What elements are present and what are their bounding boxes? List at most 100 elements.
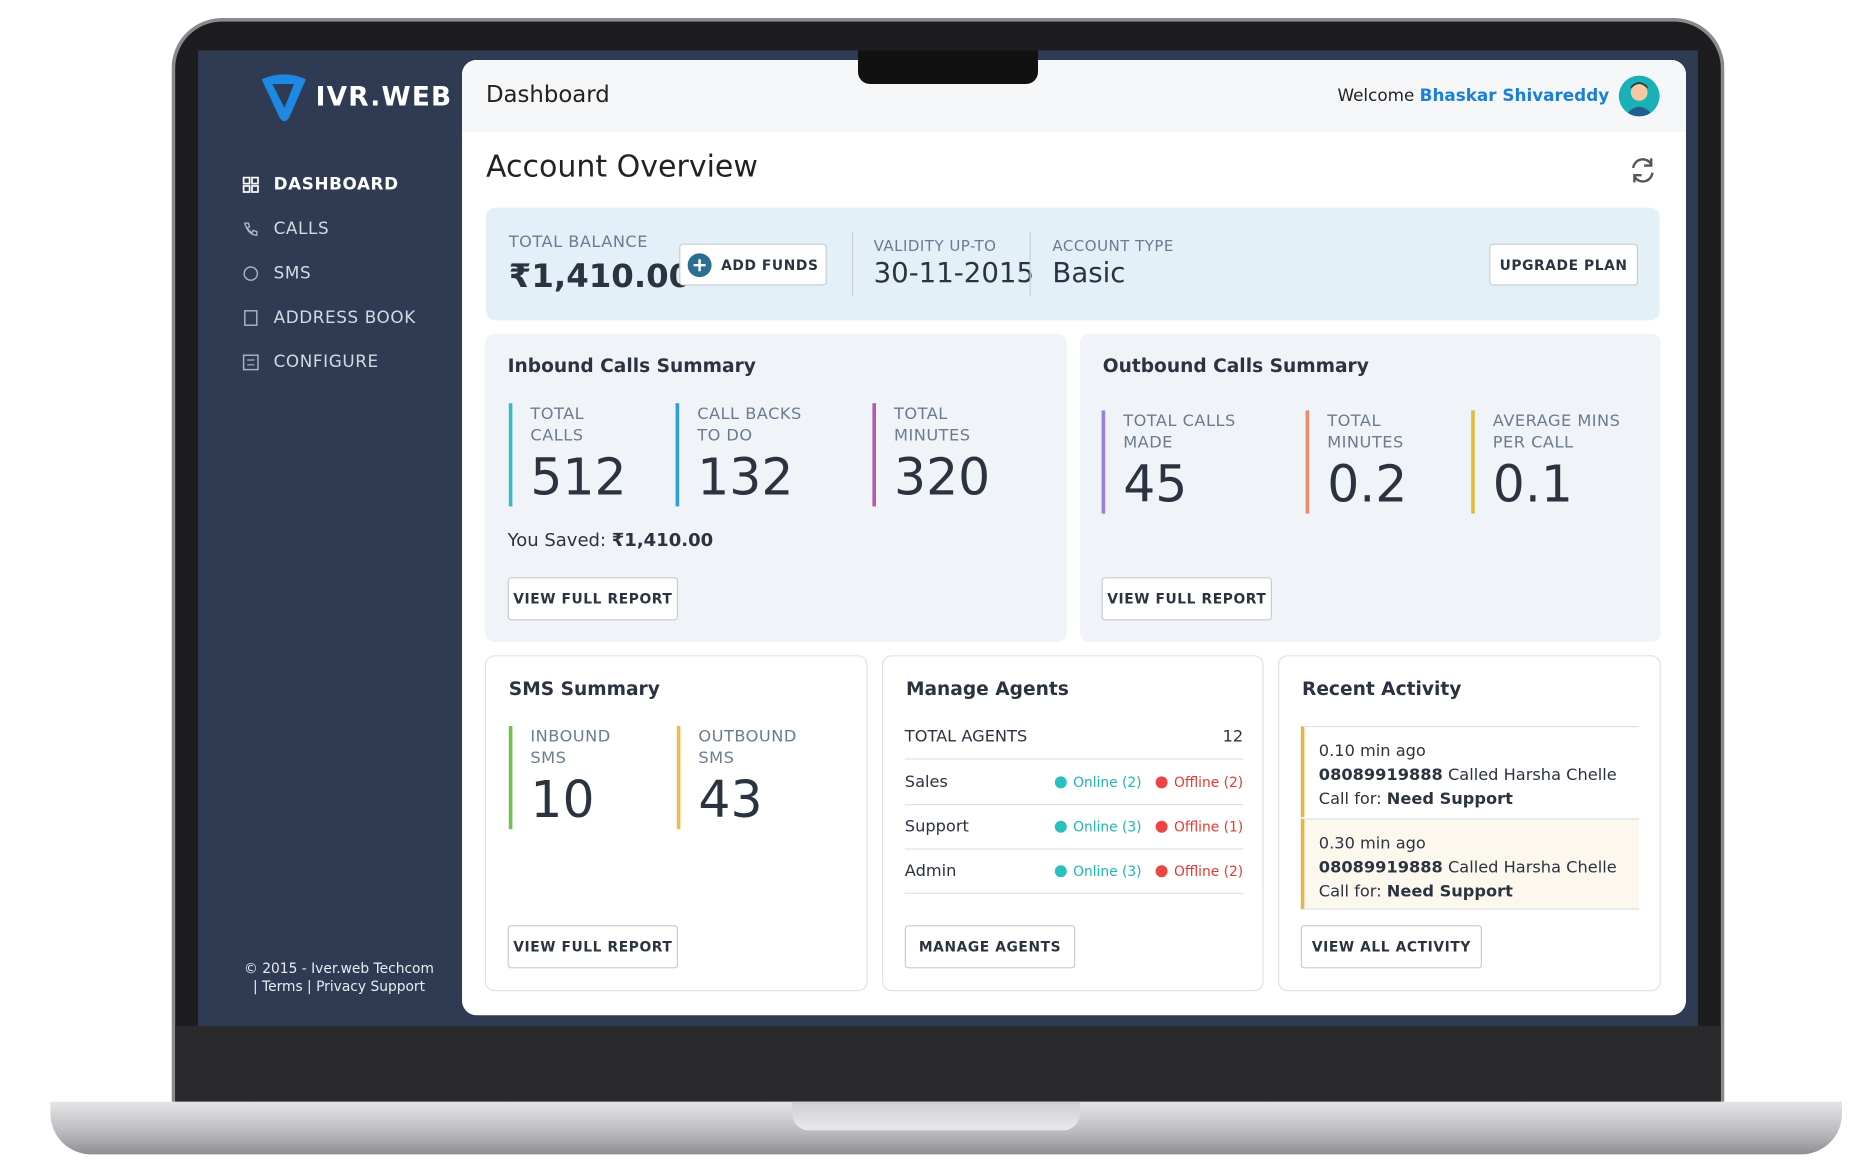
nav-item[interactable]: CONFIGURE bbox=[242, 340, 415, 384]
online-status: Online (3) bbox=[1055, 862, 1142, 880]
button-label: VIEW ALL ACTIVITY bbox=[1311, 938, 1471, 956]
nav-item[interactable]: DASHBOARD bbox=[242, 162, 415, 206]
saved-value: ₹1,410.00 bbox=[611, 529, 714, 551]
activity-line: 08089919888 Called Harsha Chelle bbox=[1319, 763, 1625, 787]
graphic bbox=[1624, 82, 1654, 117]
welcome: Welcome Bhaskar Shivareddy bbox=[1337, 86, 1609, 105]
online-label: Online (3) bbox=[1073, 862, 1142, 880]
graphic bbox=[242, 176, 251, 184]
stat-value: 0.1 bbox=[1492, 454, 1573, 514]
activity-text: Called Harsha Chelle bbox=[1447, 858, 1617, 878]
add-funds-button[interactable]: ADD FUNDS bbox=[679, 243, 827, 286]
nav-label: DASHBOARD bbox=[273, 174, 399, 194]
card-title: Outbound Calls Summary bbox=[1102, 355, 1369, 377]
account-type: Basic bbox=[1052, 258, 1126, 290]
graphic bbox=[244, 309, 258, 326]
avatar[interactable] bbox=[1618, 75, 1660, 117]
inbound-card: Inbound Calls Summary TOTAL CALLS 512 CAL… bbox=[484, 333, 1067, 642]
stat-value: 10 bbox=[530, 770, 595, 830]
agent-group: Sales bbox=[904, 772, 948, 792]
offline-dot bbox=[1155, 864, 1168, 877]
offline-status: Offline (2) bbox=[1155, 773, 1244, 791]
manage-button[interactable]: MANAGE AGENTS bbox=[904, 925, 1076, 969]
graphic bbox=[693, 258, 706, 271]
activity-line: Call for: Need Support bbox=[1319, 787, 1625, 811]
agent-group: Support bbox=[904, 816, 969, 836]
offline-label: Offline (1) bbox=[1173, 817, 1244, 835]
copyright: © 2015 - Iver.web Techcom bbox=[244, 960, 434, 977]
graphic bbox=[243, 265, 259, 281]
refresh-icon[interactable] bbox=[1628, 156, 1657, 185]
report-button[interactable]: VIEW FULL REPORT bbox=[507, 925, 678, 969]
activity-text: Called Harsha Chelle bbox=[1447, 765, 1617, 785]
offline-label: Offline (2) bbox=[1173, 862, 1244, 880]
graphic bbox=[242, 176, 259, 193]
activity-item: 0.30 min ago 08089919888 Called Harsha Ch… bbox=[1300, 818, 1640, 910]
laptop-chin bbox=[175, 1026, 1721, 1102]
page-title: Dashboard bbox=[486, 81, 610, 109]
nav-label: CALLS bbox=[273, 219, 330, 239]
validity-label: VALIDITY UP-TO bbox=[873, 236, 997, 255]
balance: ₹1,410.00 bbox=[508, 258, 692, 296]
report-button[interactable]: VIEW FULL REPORT bbox=[1101, 577, 1272, 621]
graphic bbox=[1632, 158, 1654, 183]
graphic bbox=[244, 309, 258, 326]
activity-line: 08089919888 Called Harsha Chelle bbox=[1319, 856, 1625, 880]
nav-item[interactable]: CALLS bbox=[242, 206, 415, 250]
main-panel: Dashboard Welcome Bhaskar Shivareddy Acc… bbox=[462, 60, 1687, 1016]
section-title: Account Overview bbox=[486, 148, 758, 184]
stat-value: 320 bbox=[894, 447, 991, 507]
stat: AVERAGE MINS PER CALL 0.1 bbox=[1471, 410, 1631, 514]
stat-value: 0.2 bbox=[1327, 454, 1408, 514]
graphic bbox=[1624, 106, 1654, 117]
agents-total: TOTAL AGENTS 12 bbox=[904, 714, 1244, 760]
validity: 30-11-2015 bbox=[873, 258, 1035, 290]
button-label: UPGRADE PLAN bbox=[1499, 256, 1628, 273]
nav-item[interactable]: SMS bbox=[242, 251, 415, 295]
nav-label: SMS bbox=[273, 263, 312, 283]
user-name[interactable]: Bhaskar Shivareddy bbox=[1419, 86, 1610, 106]
call-for-label: Call for: bbox=[1318, 789, 1382, 809]
activity-time: 0.10 min ago bbox=[1318, 741, 1426, 761]
graphic bbox=[243, 221, 258, 236]
total-label: TOTAL AGENTS bbox=[904, 726, 1028, 746]
outbound-card: Outbound Calls Summary TOTAL CALLS MADE 4… bbox=[1080, 333, 1661, 642]
activity-card: Recent Activity 0.10 min ago 08089919888 … bbox=[1278, 655, 1661, 992]
stat-value: 43 bbox=[698, 770, 763, 830]
footer-links[interactable]: | Terms | Privacy Support bbox=[252, 978, 426, 995]
graphic bbox=[1633, 174, 1642, 183]
nav-item[interactable]: ADDRESS BOOK bbox=[242, 295, 415, 339]
stat-label: TOTAL CALLS MADE bbox=[1123, 411, 1236, 453]
activity-time: 0.30 min ago bbox=[1318, 834, 1426, 854]
saved-label: You Saved: bbox=[507, 529, 607, 551]
upgrade-button[interactable]: UPGRADE PLAN bbox=[1489, 243, 1639, 286]
stat-label: AVERAGE MINS PER CALL bbox=[1492, 411, 1621, 453]
button-label: ADD FUNDS bbox=[721, 256, 819, 273]
offline-dot bbox=[1155, 775, 1168, 788]
stat-label: INBOUND SMS bbox=[530, 727, 611, 768]
online-label: Online (2) bbox=[1073, 773, 1142, 791]
divider bbox=[852, 231, 854, 297]
offline-label: Offline (2) bbox=[1173, 773, 1244, 791]
caller-number: 08089919888 bbox=[1318, 765, 1443, 785]
button-label: VIEW FULL REPORT bbox=[1107, 590, 1267, 608]
balance-strip: TOTAL BALANCE ₹1,410.00 ADD FUNDS VALIDI… bbox=[486, 207, 1660, 321]
graphic bbox=[242, 353, 259, 370]
stat-label: TOTAL MINUTES bbox=[894, 404, 971, 446]
call-for-label: Call for: bbox=[1318, 882, 1382, 902]
graphic bbox=[687, 252, 712, 277]
card-title: SMS Summary bbox=[508, 678, 660, 700]
nav-label: ADDRESS BOOK bbox=[273, 307, 416, 327]
stat-value: 45 bbox=[1123, 454, 1188, 514]
graphic bbox=[243, 221, 258, 236]
online-label: Online (3) bbox=[1073, 817, 1142, 835]
offline-dot bbox=[1155, 820, 1168, 833]
saved: You Saved: ₹1,410.00 bbox=[508, 529, 714, 551]
activity-button[interactable]: VIEW ALL ACTIVITY bbox=[1300, 925, 1482, 969]
stat: TOTAL MINUTES 0.2 bbox=[1305, 410, 1412, 514]
stat-label: CALL BACKS TO DO bbox=[697, 404, 802, 446]
report-button[interactable]: VIEW FULL REPORT bbox=[507, 577, 678, 621]
online-dot bbox=[1055, 775, 1068, 788]
camera-notch bbox=[858, 50, 1038, 84]
